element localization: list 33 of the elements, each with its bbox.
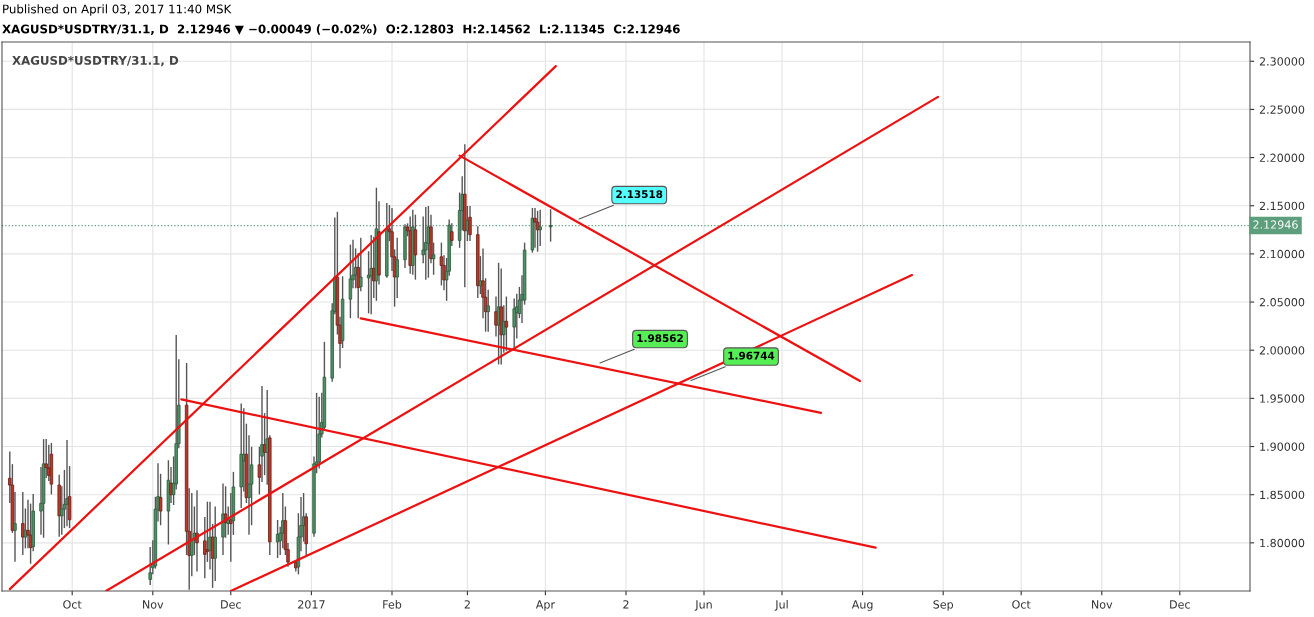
y-tick-label: 2.00000 [1259,346,1305,355]
y-tick-label: 2.15000 [1259,201,1305,211]
x-tick-label: Jul [774,600,788,611]
x-tick-label: Sep [933,600,954,611]
y-tick-label: 1.85000 [1260,490,1305,500]
y-tick-label: 2.10000 [1259,249,1305,259]
x-tick-label: 2017 [298,600,325,609]
annotation: 2.13518 [616,190,663,199]
text: XAGUSD*USDTRY/31.1, D [12,55,179,67]
x-tick-label: Oct [1012,600,1031,609]
x-tick-label: Apr [535,600,556,611]
chart-subtitle: XAGUSD*USDTRY/31.1, D 2.12946 ▼ −0.00049 (−0.02%) O:2.12803 H:2.14562 L:2.11345 C:2.12946 [2,24,680,35]
x-tick-label: Nov [143,600,164,609]
annotation: 1.98562 [637,334,683,343]
x-tick-label: Dec [221,600,241,609]
ref-line-label: 2.12946 [1253,220,1298,229]
x-tick-label: Jun [694,600,712,611]
x-tick-label: Dec [1170,600,1190,609]
y-tick-label: 2.20000 [1259,153,1305,162]
y-tick-label: 2.25000 [1259,105,1305,114]
y-tick-label: 1.80000 [1260,538,1305,548]
annotation: 1.96744 [728,351,775,360]
x-tick-label: 2 [623,600,629,609]
y-tick-label: 1.90000 [1260,442,1305,451]
x-tick-label: Nov [1092,600,1113,609]
y-tick-label: 2.05000 [1259,298,1305,307]
x-tick-label: Aug [851,600,873,611]
text: Published on April 03, 2017 11:40 MSK [3,4,232,16]
x-tick-label: 2 [464,600,470,609]
x-tick-label: Oct [63,600,82,609]
y-tick-label: 2.30000 [1259,57,1305,66]
y-tick-label: 1.95000 [1260,394,1305,403]
x-tick-label: Feb [383,600,402,609]
